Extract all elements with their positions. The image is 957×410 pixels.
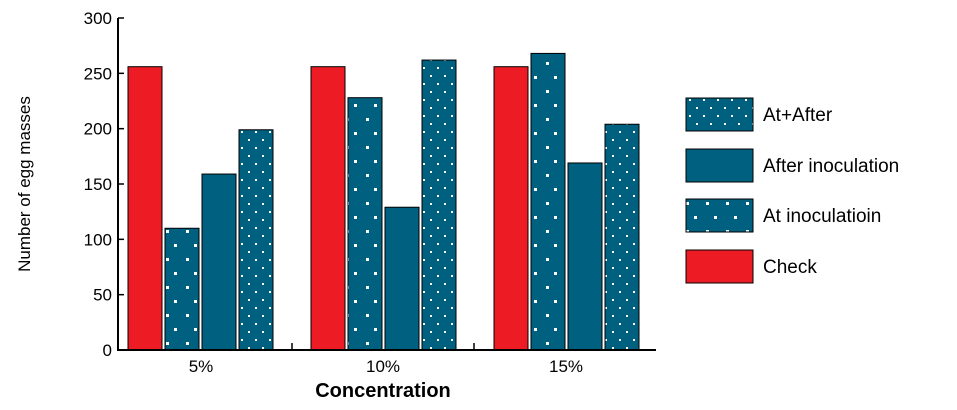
legend-swatch-after-inoculation xyxy=(685,148,754,183)
x-tick-label: 10% xyxy=(366,357,400,376)
bar-at-inoculatioin-10 xyxy=(347,97,383,351)
y-tick-label: 200 xyxy=(84,120,112,139)
y-axis-label: Number of egg masses xyxy=(15,96,34,272)
legend-swatch-check xyxy=(685,249,754,284)
x-axis-label: Concentration xyxy=(315,380,451,402)
bar-at-inoculatioin-15 xyxy=(530,52,566,351)
legend-swatch-at-inoculatioin xyxy=(685,198,754,233)
bar-after-inoculation-10 xyxy=(384,206,420,351)
bar-at-after-10 xyxy=(421,59,457,351)
y-tick-label: 0 xyxy=(103,341,112,360)
x-ticks-group: 5% 10% 15% xyxy=(189,343,583,376)
y-tick-label: 150 xyxy=(84,175,112,194)
y-ticks-group: 0 50 100 150 200 250 300 xyxy=(84,9,124,360)
bar-at-inoculatioin-5 xyxy=(164,227,200,351)
bar-check-15 xyxy=(493,66,529,351)
legend-label-at-after: At+After xyxy=(763,105,833,126)
bar-after-inoculation-5 xyxy=(201,173,237,351)
legend: At+After After inoculation At inoculatioin… xyxy=(685,97,899,284)
x-tick-label: 15% xyxy=(549,357,583,376)
y-tick-label: 50 xyxy=(93,286,112,305)
legend-label-check: Check xyxy=(763,257,817,278)
y-tick-label: 250 xyxy=(84,64,112,83)
bar-after-inoculation-15 xyxy=(567,162,603,351)
y-tick-label: 100 xyxy=(84,230,112,249)
bar-at-after-15 xyxy=(604,123,640,351)
y-tick-label: 300 xyxy=(84,9,112,28)
bars-group xyxy=(127,52,640,351)
legend-swatch-at-after xyxy=(685,97,754,132)
legend-label-at-inoculatioin: At inoculatioin xyxy=(763,206,881,227)
bar-check-10 xyxy=(310,66,346,351)
bar-check-5 xyxy=(127,66,163,351)
x-tick-label: 5% xyxy=(189,357,214,376)
bar-at-after-5 xyxy=(238,129,274,351)
legend-label-after-inoculation: After inoculation xyxy=(763,156,899,177)
